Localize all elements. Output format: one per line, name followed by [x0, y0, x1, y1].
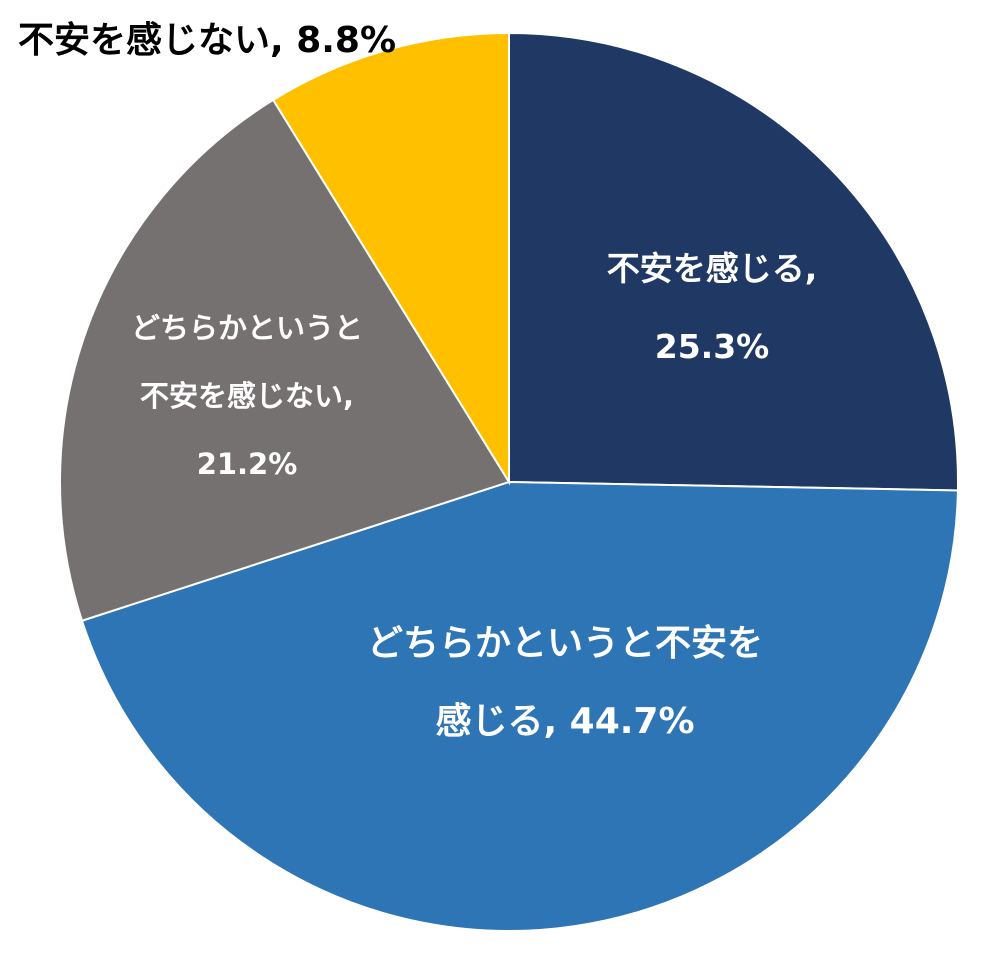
- pie-slice: [271, 31, 510, 486]
- slice-label-line: 25.3%: [655, 327, 770, 366]
- pie-slice: [80, 480, 959, 932]
- pie-slice: [508, 31, 959, 492]
- slice-label-line: 不安を感じない, 8.8%: [18, 20, 396, 61]
- slice-label: 不安を感じない, 8.8%: [18, 20, 396, 61]
- slice-label-line: どちらかというと不安を: [367, 623, 763, 664]
- pie-slices: [59, 31, 959, 932]
- slice-label: 不安を感じる, 25.3%: [607, 249, 818, 366]
- slice-label: どちらかというと不安を感じない, 21.2%: [131, 311, 363, 481]
- slice-label-line: 感じる, 44.7%: [435, 701, 694, 742]
- slice-label-line: どちらかというと: [131, 311, 363, 345]
- slice-labels: 不安を感じる, 25.3%どちらかというと不安を感じる, 44.7%どちらかという…: [18, 20, 817, 742]
- slice-label-line: 21.2%: [197, 447, 298, 481]
- pie-slice: [59, 98, 511, 623]
- slice-label-line: 不安を感じる,: [607, 249, 818, 288]
- slice-label-line: 不安を感じない,: [140, 379, 354, 413]
- slice-label: どちらかというと不安を感じる, 44.7%: [367, 623, 763, 742]
